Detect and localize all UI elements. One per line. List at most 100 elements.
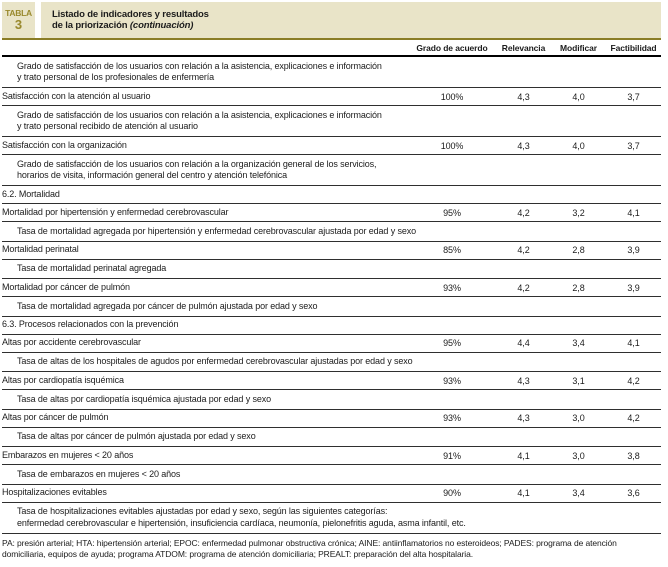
table-row-desc: Tasa de hospitalizaciones evitables ajus… — [2, 503, 661, 534]
indicator-description: Tasa de altas por cardiopatía isquémica … — [2, 390, 661, 409]
table-row-desc: Grado de satisfacción de los usuarios co… — [2, 106, 661, 137]
indicator-description: Tasa de mortalidad agregada por cáncer d… — [2, 297, 661, 316]
table-row-desc: Grado de satisfacción de los usuarios co… — [2, 57, 661, 88]
relevancia-value: 4,4 — [517, 338, 530, 348]
description-line: Tasa de mortalidad agregada por cáncer d… — [17, 300, 318, 311]
grado-de-acuerdo-value: 85% — [443, 245, 461, 255]
table-row-indicator: Satisfacción con la organización 100% 4,3 4… — [2, 137, 661, 155]
relevancia-value: 4,3 — [517, 413, 530, 423]
description-line: Tasa de mortalidad perinatal agregada — [17, 263, 167, 273]
section-heading: 6.3. Procesos relacionados con la preven… — [2, 319, 179, 330]
indicator-description: Grado de satisfacción de los usuarios co… — [2, 57, 661, 87]
modificar-value: 3,0 — [572, 413, 585, 423]
factibilidad-value: 3,6 — [627, 488, 640, 498]
table-row-indicator: Altas por cáncer de pulmón 93% 4,3 3,0 4,2 — [2, 410, 661, 428]
description-line: Grado de satisfacción de los usuarios co… — [17, 109, 382, 120]
indicator-label: Satisfacción con la organización — [2, 139, 127, 150]
table-title-line1: Listado de indicadores y resultados — [52, 8, 209, 20]
table-row-indicator: Mortalidad perinatal 85% 4,2 2,8 3,9 — [2, 242, 661, 260]
grado-de-acuerdo-value: 93% — [443, 413, 461, 423]
badge-word: TABLA — [5, 8, 32, 18]
modificar-value: 3,4 — [572, 488, 585, 498]
grado-de-acuerdo-value: 90% — [443, 488, 461, 498]
factibilidad-value: 3,9 — [627, 245, 640, 255]
modificar-value: 3,4 — [572, 338, 585, 348]
table-header-band: TABLA 3 Listado de indicadores y resulta… — [2, 2, 661, 38]
modificar-value: 3,2 — [572, 207, 585, 218]
description-line: Tasa de altas por cáncer de pulmón ajust… — [17, 431, 256, 441]
table-title: Listado de indicadores y resultados de l… — [41, 2, 661, 38]
relevancia-value: 4,1 — [517, 450, 530, 461]
table-row-desc: Tasa de altas por cardiopatía isquémica … — [2, 390, 661, 410]
relevancia-value: 4,3 — [517, 375, 530, 386]
badge-number: 3 — [14, 17, 23, 32]
column-header-row: Grado de acuerdo Relevancia Modificar Fa… — [2, 40, 661, 57]
relevancia-value: 4,2 — [517, 282, 530, 293]
description-line: Tasa de hospitalizaciones evitables ajus… — [17, 506, 388, 516]
table-row-indicator: Hospitalizaciones evitables 90% 4,1 3,4 3,6 — [2, 485, 661, 503]
indicator-label: Altas por accidente cerebrovascular — [2, 337, 141, 348]
description-line: Grado de satisfacción de los usuarios co… — [17, 60, 382, 71]
grado-de-acuerdo-value: 93% — [443, 375, 461, 386]
description-line: enfermedad cerebrovascular e hipertensió… — [17, 517, 466, 528]
indicator-label: Satisfacción con la atención al usuario — [2, 90, 151, 101]
badge-title-divider — [35, 2, 41, 38]
modificar-value: 3,0 — [572, 450, 585, 461]
modificar-value: 4,0 — [572, 140, 585, 151]
factibilidad-value: 3,9 — [627, 282, 640, 293]
header-rule — [2, 38, 661, 40]
table-row-desc: Tasa de mortalidad agregada por hiperten… — [2, 222, 661, 242]
modificar-value: 4,0 — [572, 91, 585, 102]
indicator-label: Mortalidad perinatal — [2, 244, 79, 255]
indicator-description: Tasa de embarazos en mujeres < 20 años — [2, 465, 661, 484]
modificar-value: 2,8 — [572, 245, 585, 255]
factibilidad-value: 4,1 — [627, 338, 640, 348]
modificar-value: 3,1 — [572, 375, 585, 386]
grado-de-acuerdo-value: 93% — [443, 282, 461, 293]
relevancia-value: 4,3 — [517, 140, 530, 151]
table-row-desc: Tasa de mortalidad agregada por cáncer d… — [2, 297, 661, 317]
table-row-desc: Tasa de mortalidad perinatal agregada — [2, 260, 661, 279]
indicator-label: Altas por cáncer de pulmón — [2, 412, 109, 423]
description-line: y trato personal de los profesionales de… — [17, 72, 214, 82]
table-row-section: 6.3. Procesos relacionados con la preven… — [2, 317, 661, 335]
table-row-desc: Grado de satisfacción de los usuarios co… — [2, 155, 661, 186]
indicator-label: Mortalidad por cáncer de pulmón — [2, 281, 130, 292]
column-header-relevancia: Relevancia — [501, 42, 546, 53]
indicator-description: Tasa de mortalidad agregada por hiperten… — [2, 222, 661, 241]
table-row-desc: Tasa de altas por cáncer de pulmón ajust… — [2, 428, 661, 447]
description-line: Tasa de mortalidad agregada por hiperten… — [17, 225, 416, 236]
column-header-modificar: Modificar — [560, 42, 597, 53]
grado-de-acuerdo-value: 100% — [440, 140, 464, 151]
factibilidad-value: 3,7 — [627, 140, 640, 151]
table-body: Grado de satisfacción de los usuarios co… — [2, 57, 661, 534]
table-row-section: 6.2. Mortalidad — [2, 186, 661, 204]
indicator-description: Grado de satisfacción de los usuarios co… — [2, 106, 661, 136]
indicator-description: Tasa de mortalidad perinatal agregada — [2, 260, 661, 279]
table-title-line2-normal: de la priorización — [52, 20, 130, 31]
grado-de-acuerdo-value: 95% — [443, 338, 461, 348]
description-line: y trato personal recibido de atención al… — [17, 121, 198, 131]
footnote: PA: presión arterial; HTA: hipertensión … — [2, 537, 617, 559]
factibilidad-value: 4,2 — [627, 375, 640, 386]
section-heading: 6.2. Mortalidad — [2, 188, 60, 199]
column-header-grado-de-acuerdo: Grado de acuerdo — [416, 42, 488, 53]
factibilidad-value: 3,7 — [627, 91, 640, 102]
table-number-badge: TABLA 3 — [2, 2, 35, 38]
table-row-indicator: Altas por cardiopatía isquémica 93% 4,3 3,1… — [2, 372, 661, 390]
grado-de-acuerdo-value: 95% — [443, 207, 461, 218]
grado-de-acuerdo-value: 91% — [443, 450, 461, 461]
relevancia-value: 4,2 — [517, 245, 530, 255]
table-row-indicator: Embarazos en mujeres < 20 años 91% 4,1 3,0 3… — [2, 447, 661, 465]
factibilidad-value: 4,2 — [627, 413, 640, 423]
indicator-label: Mortalidad por hipertensión y enfermedad… — [2, 206, 229, 217]
description-line: Grado de satisfacción de los usuarios co… — [17, 158, 377, 169]
table-title-line2-italic: (continuación) — [129, 20, 194, 31]
relevancia-value: 4,1 — [517, 488, 530, 498]
table-row-indicator: Altas por accidente cerebrovascular 95% 4,… — [2, 335, 661, 353]
table-row-desc: Tasa de embarazos en mujeres < 20 años — [2, 465, 661, 485]
indicator-label: Altas por cardiopatía isquémica — [2, 374, 124, 385]
indicator-description: Tasa de hospitalizaciones evitables ajus… — [2, 503, 661, 533]
modificar-value: 2,8 — [572, 282, 585, 293]
